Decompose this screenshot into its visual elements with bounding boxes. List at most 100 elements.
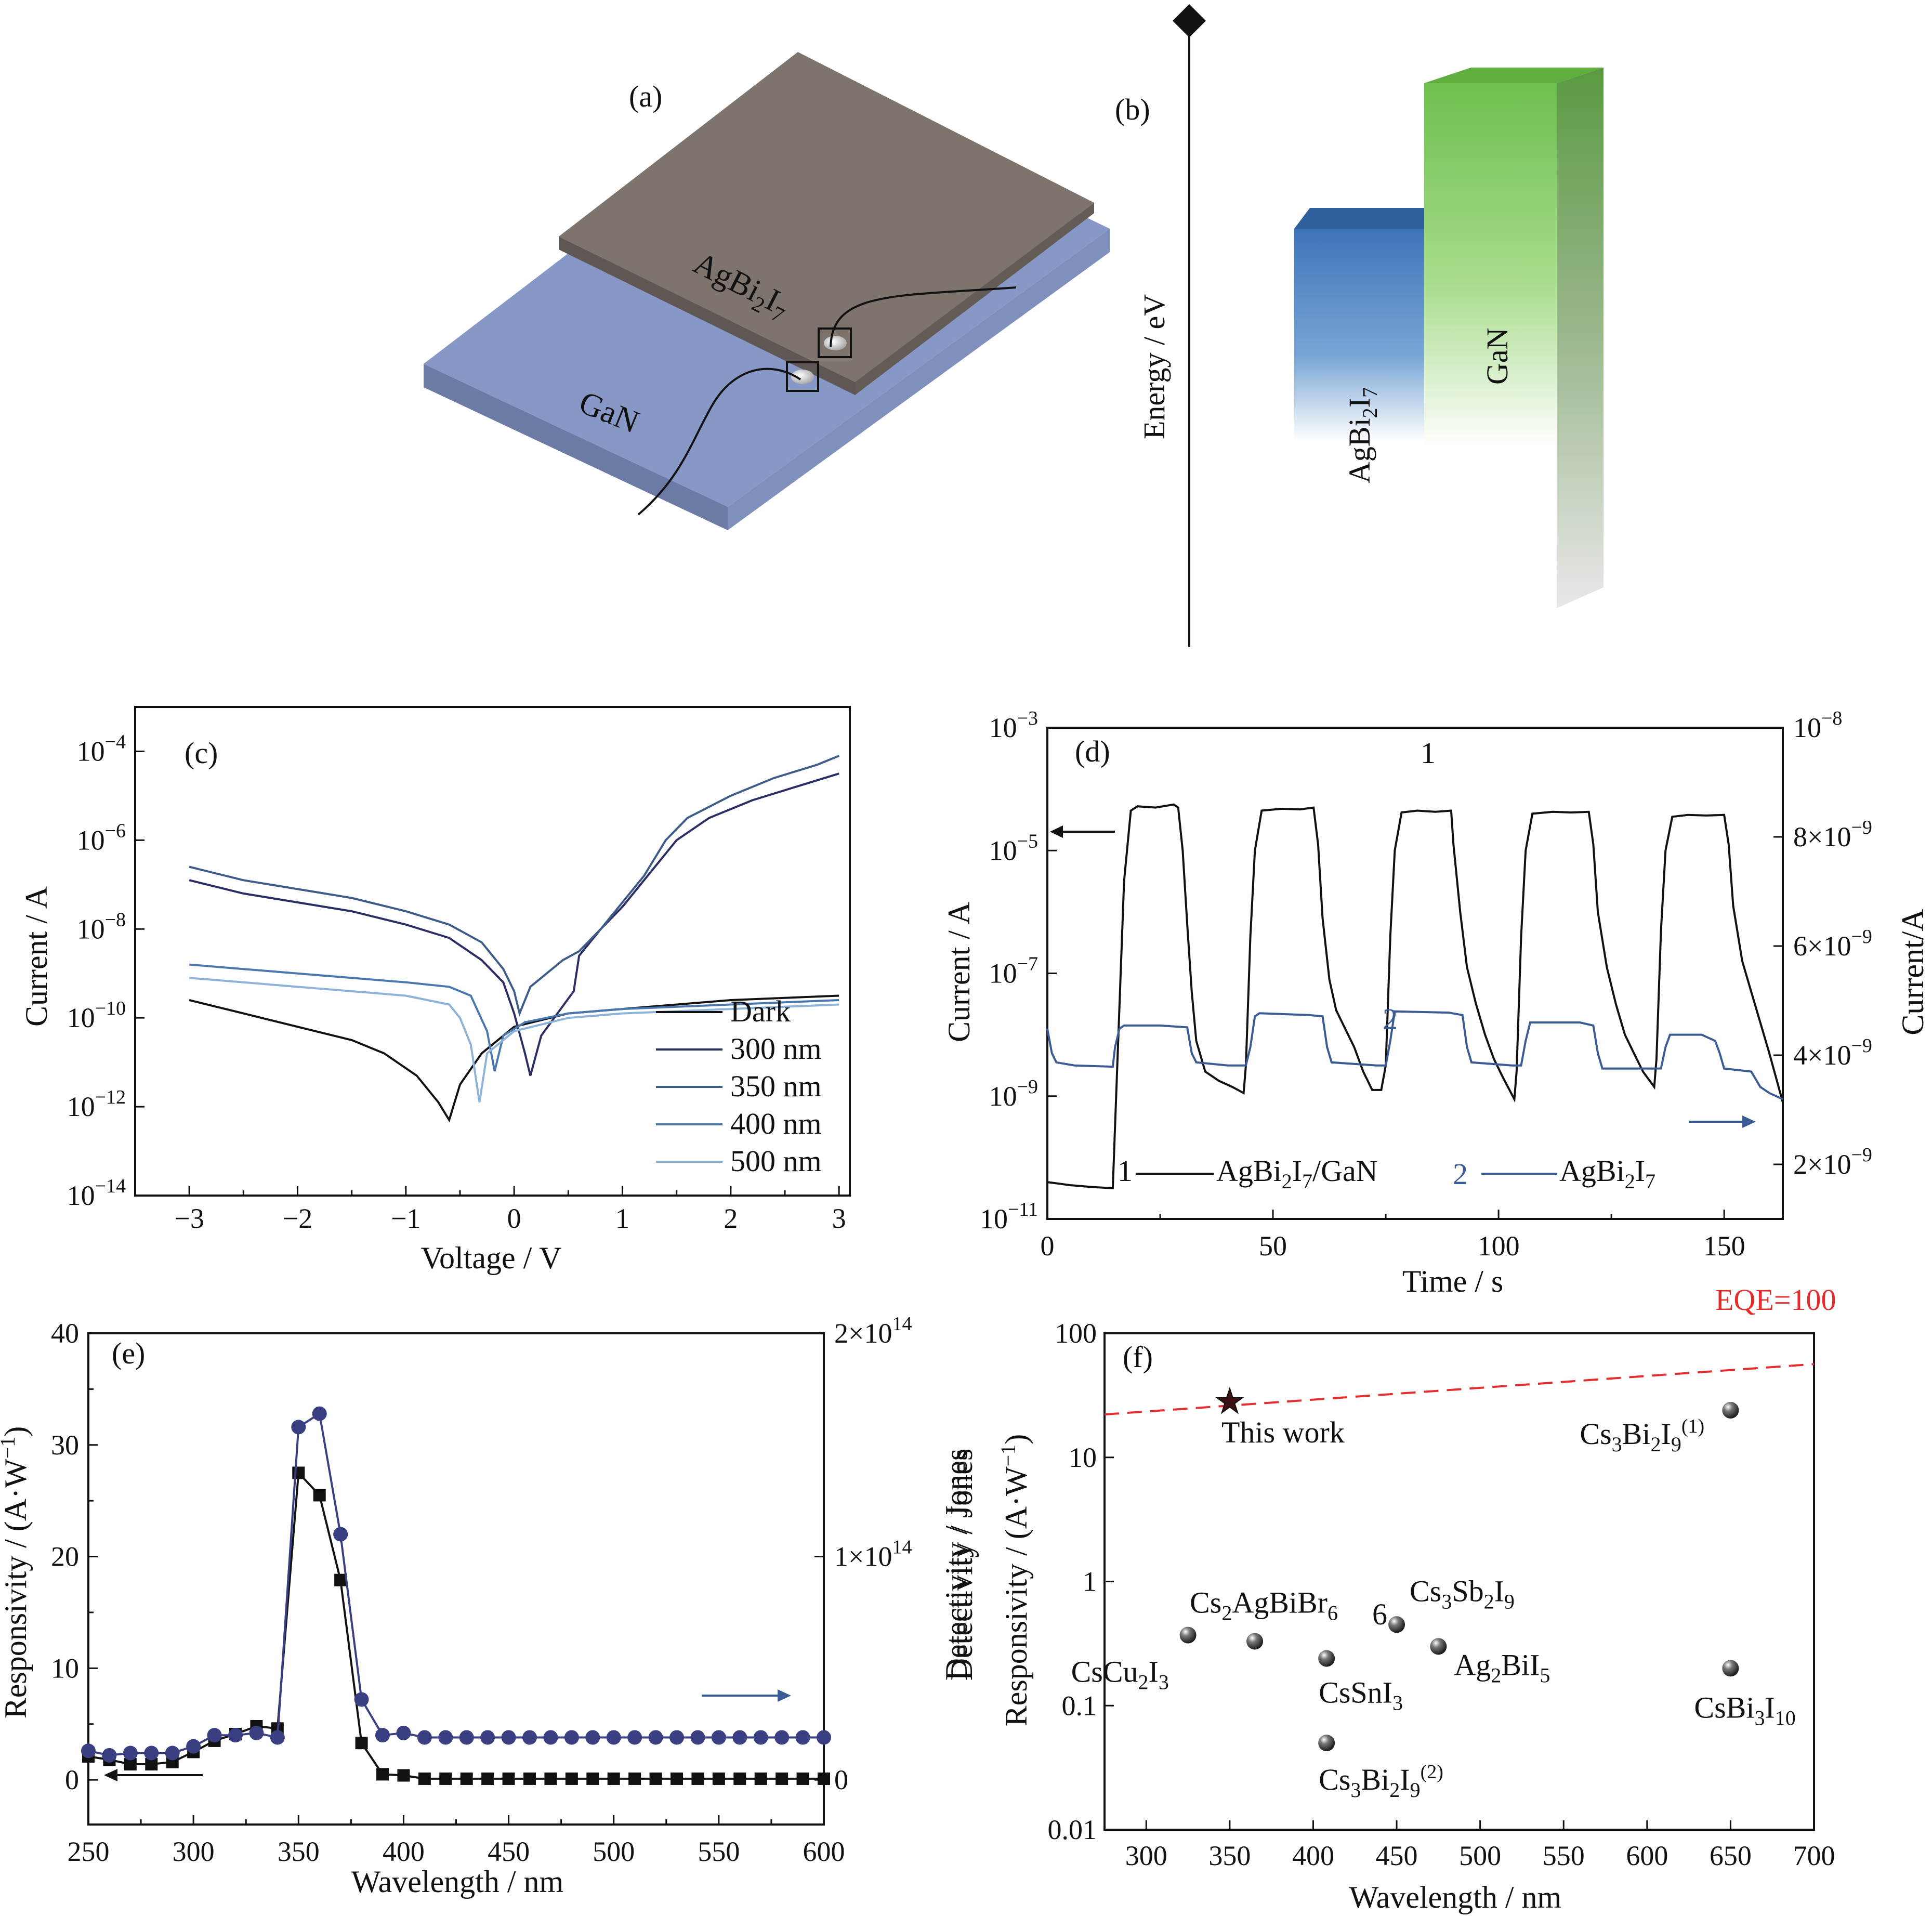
panel-c-ylabel: Current / A [19, 886, 54, 1027]
panel-f: 300 350 400 450 500 550 600 650 700 100 10 1 0.1 0.0… [939, 1283, 1836, 1914]
curve-label-2: 2 [1383, 1002, 1398, 1036]
panel-d-series [1046, 803, 1784, 1190]
e-marker-circle [543, 1730, 558, 1745]
d-ytick-right-mant: 8 [1793, 821, 1807, 852]
e-xtick-label: 450 [488, 1836, 530, 1867]
wire-bottom [637, 368, 801, 516]
f-data-point [1179, 1626, 1197, 1644]
d-ytick-left-label-base: 10 [989, 835, 1017, 866]
f-point-label: CsCu2I3 [1071, 1655, 1169, 1694]
panel-c-series [189, 755, 839, 1123]
e-ytick-right-base: ×10 [848, 1318, 892, 1349]
e-marker-square [691, 1772, 704, 1785]
left-axis-arrowhead [1050, 825, 1063, 838]
e-marker-square [628, 1772, 641, 1785]
f-xtick-label: 350 [1208, 1840, 1251, 1871]
f-data-point [1722, 1660, 1739, 1677]
c-series-line [189, 755, 839, 1017]
e-xtick-label: 550 [698, 1836, 740, 1867]
e-ytick-right-label: 0 [834, 1764, 848, 1795]
legend-2-text: AgBi2I7 [1559, 1154, 1655, 1193]
f-point-label-part: 2 [1221, 1601, 1232, 1624]
e-marker-circle [333, 1527, 348, 1542]
panel-b-label: (b) [1115, 93, 1150, 126]
agbi2i7-slab-top [559, 52, 1094, 382]
c-series-line [189, 772, 839, 1076]
e-marker-circle [648, 1730, 663, 1745]
panel-e-y-ticks-left: 0 10 20 30 40 [51, 1318, 98, 1795]
c-ytick-label-exp: −10 [95, 998, 126, 1019]
f-point-label-sup: (1) [1681, 1415, 1704, 1437]
d-xtick-label: 0 [1041, 1230, 1055, 1262]
f-point-label-part: Cs [1319, 1763, 1350, 1796]
e-marker-circle [606, 1730, 621, 1745]
gan-slab-side [424, 364, 728, 530]
d-ytick-right-label: 6×10−9 [1793, 926, 1872, 962]
legend-1-text: AgBi2I7/GaN [1216, 1154, 1378, 1193]
d-ytick-left-label-exp: −9 [1017, 1076, 1038, 1098]
d-ytick-right-exp: −9 [1851, 926, 1872, 948]
f-xtick-label: 500 [1459, 1840, 1501, 1871]
c-ytick-label-base: 10 [67, 1091, 95, 1122]
e-marker-circle [522, 1730, 537, 1745]
c-ytick-label: 10−8 [77, 909, 126, 944]
e-marker-square [313, 1489, 326, 1502]
d-ytick-left-label: 10−9 [989, 1076, 1038, 1112]
panel-d-frame [1046, 727, 1784, 1220]
e-ytick-right-exp: 14 [892, 1313, 912, 1335]
d-ytick-right-mant: 4 [1793, 1040, 1807, 1071]
e-ytick-right-label: 2×1014 [834, 1313, 912, 1349]
c-ytick-label-base: 10 [77, 913, 105, 944]
panel-f-ylabel: Responsivity / (A·W−1) [996, 1434, 1033, 1727]
c-ytick-label: 10−12 [67, 1086, 126, 1122]
d-ytick-left-label-exp: −5 [1017, 830, 1038, 852]
f-point-label-part: 3 [1612, 1433, 1622, 1456]
f-point-label-part: 3 [1392, 1691, 1403, 1714]
e-ytick-right-label: 1×1014 [834, 1537, 912, 1572]
contact-bottom [791, 370, 814, 384]
f-xtick-label: 400 [1292, 1840, 1334, 1871]
e-ytick-left-label: 20 [51, 1541, 79, 1572]
e-marker-square [586, 1772, 599, 1785]
panel-e-series [81, 1406, 831, 1785]
d-ytick-left-label-exp: −3 [1017, 707, 1038, 729]
f-point-label-sup: (2) [1421, 1761, 1443, 1783]
e-marker-circle [102, 1748, 117, 1763]
legend-1-num: 1 [1118, 1154, 1133, 1188]
e-xtick-label: 300 [173, 1836, 215, 1867]
f-point-label: Cs2AgBiBr6 [1190, 1585, 1338, 1624]
panel-e-label: (e) [112, 1336, 145, 1370]
e-marker-square [607, 1772, 620, 1785]
f-point-label: Cs3Bi2I9(2) [1319, 1761, 1443, 1802]
e-right-arrowhead [778, 1689, 791, 1702]
e-marker-square [776, 1772, 788, 1785]
energy-axis-arrow [1173, 4, 1206, 37]
e-left-arrowhead [104, 1769, 117, 1781]
f-point-label-part: BiI [1501, 1648, 1540, 1682]
f-data-point [1246, 1633, 1264, 1650]
d-xtick-label: 150 [1703, 1230, 1745, 1262]
e-marker-square [397, 1769, 410, 1782]
e-marker-square [418, 1772, 431, 1785]
d-ytick-right-base: ×10 [1807, 821, 1851, 852]
f-point-label-part: I [1765, 1690, 1775, 1724]
f-data-point [1318, 1735, 1335, 1752]
e-xtick-label: 500 [593, 1836, 635, 1867]
contact-top [824, 336, 847, 350]
e-marker-circle [669, 1730, 684, 1745]
panel-d-legend: 1 AgBi2I7/GaN 2 AgBi2I7 [1118, 1154, 1655, 1193]
e-ytick-left-label: 0 [65, 1764, 79, 1795]
e-marker-square [523, 1772, 536, 1785]
e-marker-circle [375, 1728, 390, 1743]
d-series-line [1046, 1010, 1783, 1100]
f-ytick-label: 100 [1055, 1318, 1097, 1349]
panel-f-label: (f) [1123, 1340, 1153, 1374]
e-marker-circle [165, 1746, 180, 1761]
e-marker-circle [144, 1746, 159, 1761]
c-xtick-label: 0 [507, 1203, 521, 1234]
e-marker-square [376, 1768, 389, 1781]
c-xtick-label: 3 [832, 1203, 846, 1234]
f-point-label-part: CsBi [1694, 1690, 1754, 1724]
e-marker-circle [817, 1730, 831, 1745]
c-series-line [189, 963, 839, 1072]
